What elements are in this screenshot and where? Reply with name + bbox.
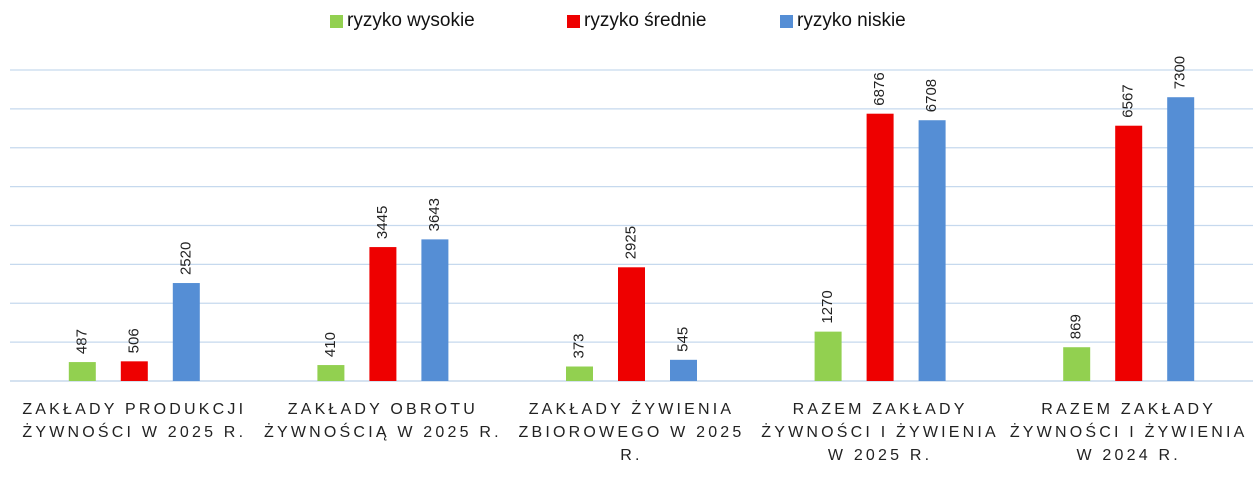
value-label: 487 xyxy=(73,329,90,354)
legend-label: ryzyko niskie xyxy=(797,10,906,31)
legend-label: ryzyko wysokie xyxy=(347,10,475,31)
bar xyxy=(1063,347,1091,381)
value-label: 6567 xyxy=(1120,84,1137,117)
value-label: 373 xyxy=(570,333,587,358)
value-label: 2520 xyxy=(177,242,194,275)
bar xyxy=(866,113,894,382)
value-label: 1270 xyxy=(819,290,836,323)
bar xyxy=(918,120,946,381)
legend-swatch xyxy=(780,14,793,28)
bar xyxy=(120,361,148,381)
value-label: 3643 xyxy=(426,198,443,231)
value-label: 2925 xyxy=(622,226,639,259)
legend-item: ryzyko średnie xyxy=(567,10,707,32)
bar xyxy=(369,247,397,381)
value-label: 3445 xyxy=(374,206,391,239)
x-tick-label: ZAKŁADY ŻYWIENIA ZBIOROWEGO W 2025 R. xyxy=(518,401,745,464)
legend-item: ryzyko wysokie xyxy=(330,10,475,32)
legend-swatch xyxy=(330,14,343,28)
bar xyxy=(670,359,697,381)
value-label: 6876 xyxy=(871,72,888,105)
value-label: 7300 xyxy=(1172,56,1189,89)
bar xyxy=(1115,125,1143,381)
legend-label: ryzyko średnie xyxy=(584,10,707,31)
value-label: 869 xyxy=(1068,314,1085,339)
legend-swatch xyxy=(567,14,580,28)
value-label: 410 xyxy=(322,332,339,357)
bar xyxy=(814,331,842,381)
bar xyxy=(566,366,593,381)
value-label: 545 xyxy=(674,327,691,352)
value-label: 506 xyxy=(125,328,142,353)
bar xyxy=(317,365,345,381)
bar xyxy=(421,239,449,381)
x-tick-label: ZAKŁADY OBROTU ŻYWNOŚCIĄ W 2025 R. xyxy=(264,401,502,441)
bar xyxy=(172,283,200,381)
bar xyxy=(618,267,645,381)
bar xyxy=(68,362,96,381)
value-label: 6708 xyxy=(923,79,940,112)
x-tick-label: RAZEM ZAKŁADY ŻYWNOŚCI I ŻYWIENIA W 2025… xyxy=(761,401,999,464)
legend-item: ryzyko niskie xyxy=(780,10,906,32)
bar xyxy=(1167,97,1195,382)
x-tick-label: ZAKŁADY PRODUKCJI ŻYWNOŚCI W 2025 R. xyxy=(22,401,247,441)
x-tick-label: RAZEM ZAKŁADY ŻYWNOŚCI I ŻYWIENIA W 2024… xyxy=(1009,401,1248,464)
